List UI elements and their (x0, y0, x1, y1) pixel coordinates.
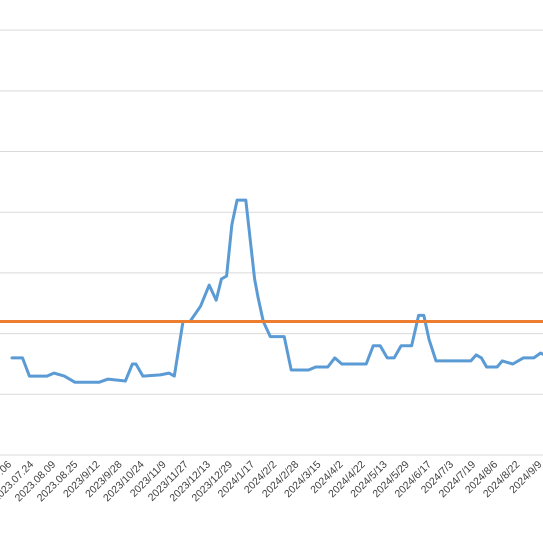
x-axis: 2023.07.062023.07.242023.08.092023.08.25… (0, 459, 543, 505)
series-line (10, 198, 543, 384)
gridlines (0, 29, 543, 456)
series-layer (10, 198, 543, 384)
